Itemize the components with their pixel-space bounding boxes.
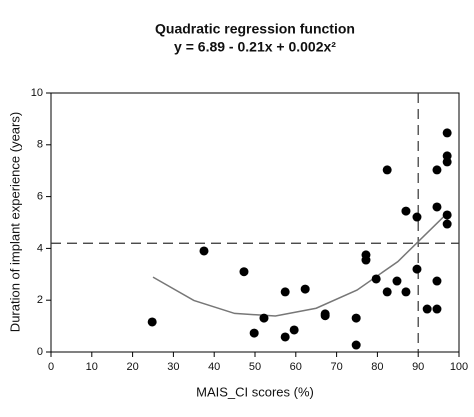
x-tick-label: 40 — [208, 361, 220, 373]
point — [259, 313, 269, 323]
point — [442, 210, 452, 220]
x-tick-label: 70 — [330, 361, 342, 373]
point — [432, 165, 442, 175]
x-tick-label: 60 — [290, 361, 302, 373]
y-tick-label: 8 — [37, 139, 43, 151]
point — [300, 284, 310, 294]
point — [442, 128, 452, 138]
point — [442, 157, 452, 167]
x-tick-label: 100 — [450, 361, 468, 373]
point — [382, 165, 392, 175]
y-tick-label: 2 — [37, 294, 43, 306]
point — [422, 304, 432, 314]
point — [382, 287, 392, 297]
point — [147, 317, 157, 327]
point — [401, 287, 411, 297]
point — [280, 332, 290, 342]
y-tick-label: 0 — [37, 346, 43, 358]
point — [412, 212, 422, 222]
point — [432, 304, 442, 314]
point — [432, 202, 442, 212]
point — [280, 287, 290, 297]
chart-title: Quadratic regression function — [155, 21, 355, 37]
x-tick-label: 50 — [249, 361, 261, 373]
x-tick-label: 80 — [371, 361, 383, 373]
point — [412, 264, 422, 274]
x-axis-label: MAIS_CI scores (%) — [196, 384, 314, 399]
point — [239, 267, 249, 277]
chart-subtitle: y = 6.89 - 0.21x + 0.002x² — [174, 39, 336, 55]
x-tick-label: 10 — [86, 361, 98, 373]
point — [401, 206, 411, 216]
x-tick-label: 30 — [167, 361, 179, 373]
x-tick-label: 20 — [126, 361, 138, 373]
point — [289, 325, 299, 335]
y-axis-label: Duration of implant experience (years) — [7, 112, 22, 332]
point — [361, 255, 371, 265]
y-tick-label: 6 — [37, 191, 43, 203]
point — [249, 328, 259, 338]
point — [432, 276, 442, 286]
x-tick-label: 0 — [48, 361, 54, 373]
regression-curve — [152, 213, 448, 317]
y-tick-label: 4 — [37, 242, 43, 254]
point — [351, 340, 361, 350]
x-tick-label: 90 — [412, 361, 424, 373]
point — [351, 313, 361, 323]
point — [320, 311, 330, 321]
point — [199, 246, 209, 256]
y-tick-label: 10 — [31, 87, 43, 99]
point — [442, 219, 452, 229]
point — [371, 274, 381, 284]
point — [392, 276, 402, 286]
plot-frame — [50, 92, 460, 353]
